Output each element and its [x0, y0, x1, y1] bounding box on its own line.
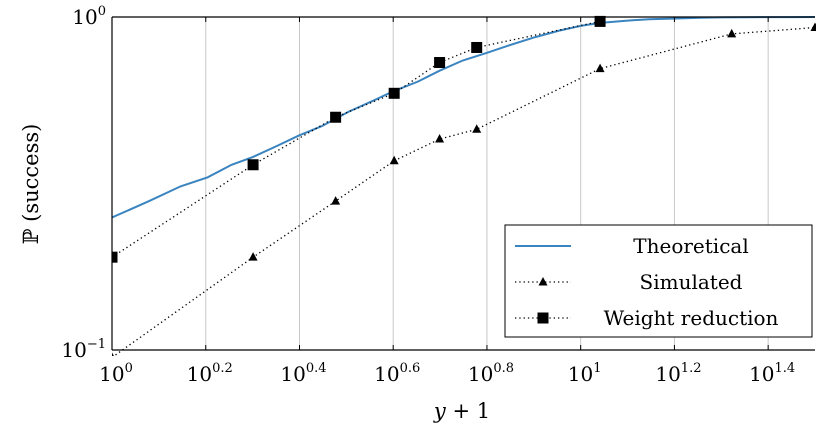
weight-reduction-line	[112, 20, 601, 258]
legend-marker-weight-reduction	[537, 312, 549, 324]
axes-frame	[111, 16, 815, 351]
legend-marker-simulated	[538, 277, 548, 286]
legend-label-weight-reduction: Weight reduction	[604, 306, 779, 330]
weight-reduction-point	[388, 87, 400, 99]
x-tick-label: 100.2	[187, 361, 233, 386]
simulated-point	[595, 63, 605, 73]
legend: Theoretical Simulated Weight reduction	[504, 224, 813, 338]
x-tick-label: 100.8	[468, 361, 514, 386]
simulated-point	[810, 22, 816, 31]
simulated-point	[472, 124, 482, 133]
tick-labels: 100 100.2 100.4 100.6 100.8 101 101.2 101.4 10−1…	[61, 4, 795, 386]
weight-reduction-point	[594, 15, 606, 27]
weight-reduction-point	[330, 111, 342, 123]
simulated-point	[727, 28, 737, 38]
y-axis-title: ℙ (success)	[19, 124, 43, 245]
x-tick-label: 101.2	[655, 361, 701, 386]
simulated-point	[389, 155, 399, 165]
legend-label-simulated: Simulated	[640, 270, 743, 294]
weight-reduction-point	[434, 57, 446, 69]
plot-series	[112, 15, 816, 356]
simulated-point	[435, 134, 445, 143]
y-tick-label: 100	[72, 4, 106, 29]
weight-reduction-point	[471, 41, 483, 53]
legend-box	[504, 224, 813, 338]
x-tick-label: 101	[568, 361, 602, 386]
simulated-point	[331, 196, 341, 205]
y-tick-label: 10−1	[61, 337, 106, 362]
x-tick-label: 100.6	[374, 361, 420, 386]
x-axis-title: y + 1	[433, 399, 490, 423]
theoretical-line	[112, 16, 816, 219]
x-tick-label: 100	[99, 361, 133, 386]
weight-reduction-point	[247, 159, 259, 171]
x-tick-label: 101.4	[749, 361, 795, 386]
grid	[205, 17, 769, 350]
simulated-point	[112, 352, 114, 356]
legend-label-theoretical: Theoretical	[633, 234, 748, 258]
x-tick-label: 100.4	[280, 361, 326, 386]
simulated-point	[248, 252, 258, 261]
weight-reduction-point	[112, 251, 118, 263]
